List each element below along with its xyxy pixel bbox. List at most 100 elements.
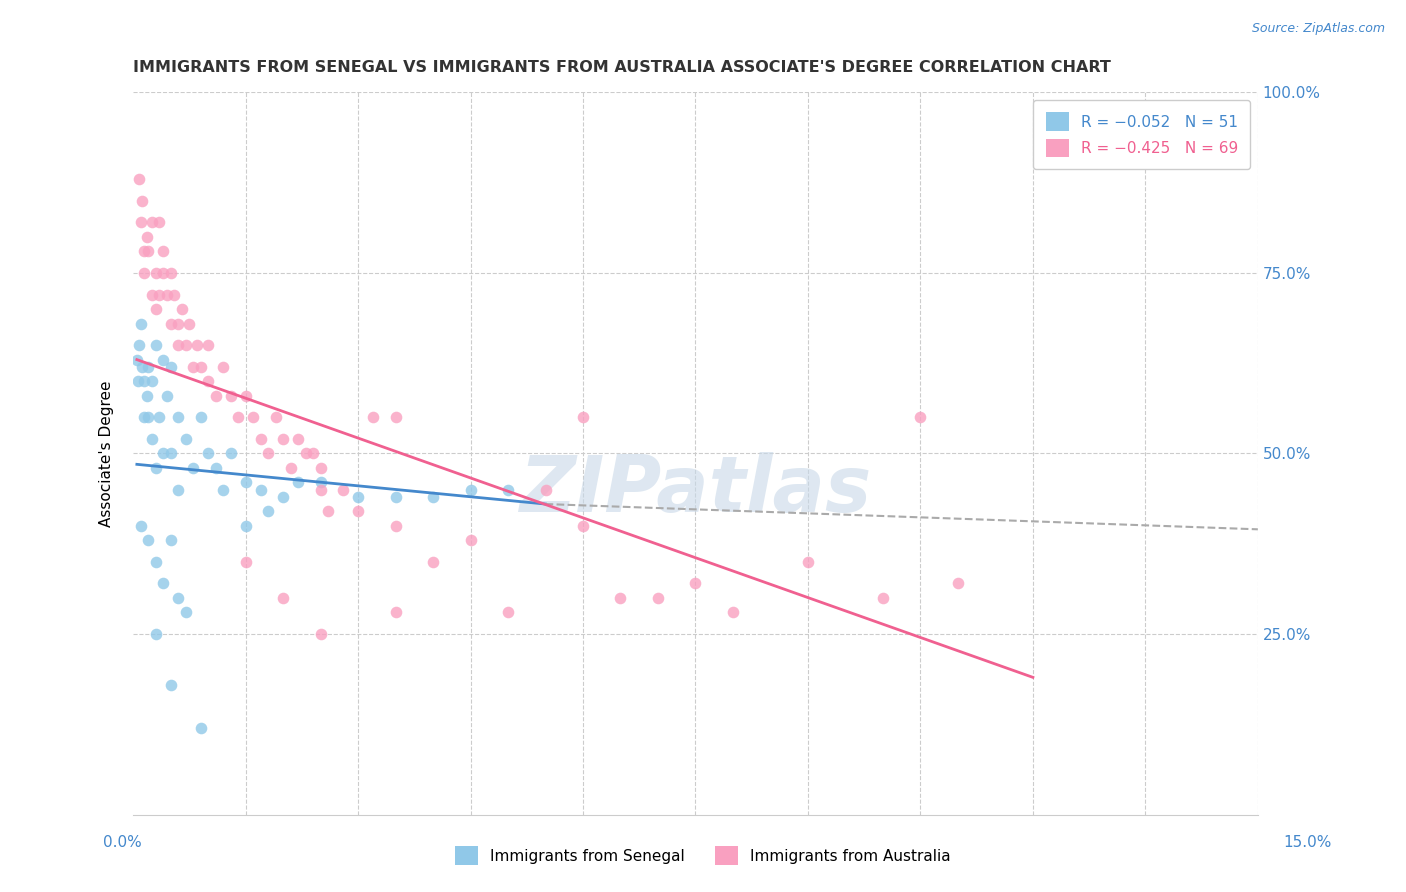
Point [197, 374, 219, 388]
Text: 15.0%: 15.0% [1284, 836, 1331, 850]
Point [159, 446, 181, 460]
Point [309, 483, 332, 497]
Point [647, 591, 669, 605]
Point [249, 483, 271, 497]
Point [280, 461, 302, 475]
Point [226, 410, 249, 425]
Point [129, 317, 152, 331]
Point [309, 627, 332, 641]
Point [872, 591, 894, 605]
Point [235, 389, 257, 403]
Point [145, 338, 167, 352]
Point [152, 446, 174, 460]
Point [797, 555, 820, 569]
Point [946, 576, 969, 591]
Point [609, 591, 631, 605]
Point [235, 475, 257, 490]
Point [271, 432, 294, 446]
Point [190, 721, 212, 735]
Point [264, 410, 287, 425]
Point [257, 446, 280, 460]
Point [159, 359, 181, 374]
Point [131, 194, 153, 208]
Point [167, 410, 190, 425]
Point [174, 606, 197, 620]
Point [309, 475, 332, 490]
Point [136, 244, 159, 259]
Point [384, 518, 406, 533]
Point [422, 490, 444, 504]
Legend: R = −0.052   N = 51, R = −0.425   N = 69: R = −0.052 N = 51, R = −0.425 N = 69 [1033, 100, 1250, 169]
Text: 0.0%: 0.0% [103, 836, 142, 850]
Point [129, 518, 152, 533]
Point [167, 317, 190, 331]
Point [249, 432, 271, 446]
Point [134, 266, 156, 280]
Text: Source: ZipAtlas.com: Source: ZipAtlas.com [1251, 22, 1385, 36]
Point [242, 410, 264, 425]
Point [156, 287, 179, 301]
Point [460, 533, 482, 548]
Point [128, 338, 150, 352]
Point [145, 301, 167, 316]
Point [128, 172, 150, 186]
Point [159, 266, 181, 280]
Point [212, 359, 235, 374]
Point [309, 461, 332, 475]
Point [145, 266, 167, 280]
Point [167, 483, 190, 497]
Point [148, 215, 170, 229]
Point [159, 677, 181, 691]
Point [271, 591, 294, 605]
Point [125, 352, 148, 367]
Point [460, 483, 482, 497]
Point [186, 338, 208, 352]
Point [145, 461, 167, 475]
Point [496, 606, 519, 620]
Point [204, 461, 226, 475]
Point [190, 410, 212, 425]
Point [134, 374, 156, 388]
Point [685, 576, 707, 591]
Point [422, 555, 444, 569]
Point [361, 410, 384, 425]
Point [163, 287, 186, 301]
Point [212, 483, 235, 497]
Point [235, 555, 257, 569]
Point [179, 317, 201, 331]
Point [572, 410, 595, 425]
Point [235, 518, 257, 533]
Point [135, 230, 157, 244]
Point [136, 533, 159, 548]
Point [170, 301, 193, 316]
Point [152, 244, 174, 259]
Point [219, 446, 242, 460]
Point [174, 432, 197, 446]
Point [294, 446, 316, 460]
Point [910, 410, 932, 425]
Point [159, 317, 181, 331]
Point [190, 359, 212, 374]
Point [197, 338, 219, 352]
Point [141, 374, 163, 388]
Point [152, 352, 174, 367]
Point [496, 483, 519, 497]
Point [131, 359, 153, 374]
Point [141, 287, 163, 301]
Point [347, 504, 370, 518]
Point [287, 475, 309, 490]
Point [347, 490, 370, 504]
Legend: Immigrants from Senegal, Immigrants from Australia: Immigrants from Senegal, Immigrants from… [449, 840, 957, 871]
Point [156, 389, 179, 403]
Point [316, 504, 339, 518]
Point [145, 555, 167, 569]
Point [257, 504, 280, 518]
Point [271, 490, 294, 504]
Point [148, 287, 170, 301]
Point [134, 244, 156, 259]
Y-axis label: Associate's Degree: Associate's Degree [100, 380, 114, 527]
Text: IMMIGRANTS FROM SENEGAL VS IMMIGRANTS FROM AUSTRALIA ASSOCIATE'S DEGREE CORRELAT: IMMIGRANTS FROM SENEGAL VS IMMIGRANTS FR… [134, 60, 1111, 75]
Point [141, 432, 163, 446]
Point [167, 338, 190, 352]
Point [384, 490, 406, 504]
